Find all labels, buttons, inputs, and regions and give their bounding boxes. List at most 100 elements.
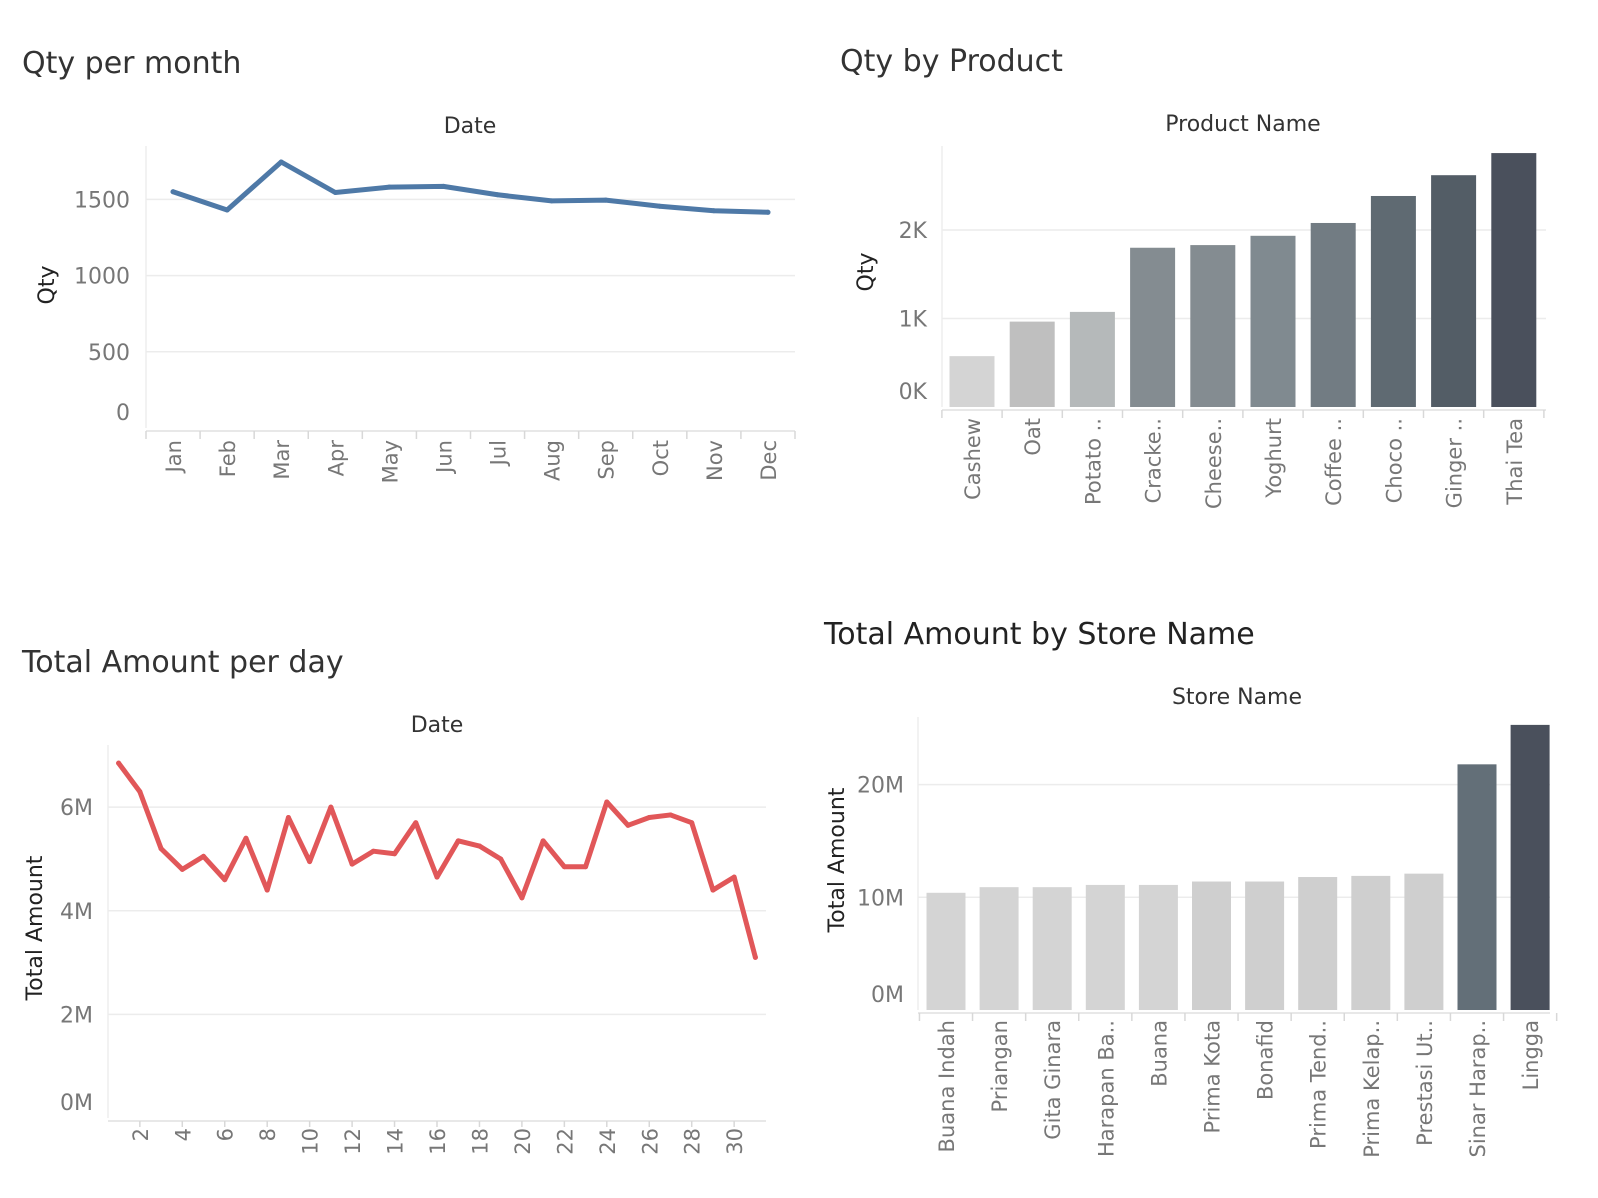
y-axis-title: Total Amount (825, 787, 850, 933)
data-point-26 (667, 812, 673, 818)
x-tick-label: 22 (553, 1128, 577, 1155)
x-tick-label: 24 (596, 1128, 620, 1155)
data-point-4 (201, 853, 207, 859)
y-tick-label: 1000 (74, 265, 130, 290)
bar-5 (1192, 881, 1231, 1010)
x-tick-label: 14 (384, 1128, 408, 1155)
x-tick-label: Oat (1021, 418, 1045, 456)
y-tick-label: 1500 (74, 188, 130, 213)
x-tick-label: Prima Tend.. (1307, 1020, 1331, 1149)
y-tick-label: 0 (116, 401, 130, 426)
x-tick-label: Lingga (1519, 1020, 1543, 1090)
x-tick-label: 4 (171, 1128, 195, 1141)
chart-title-qty-per-month: Qty per month (22, 46, 242, 81)
data-point-29 (731, 874, 737, 880)
data-point-25 (646, 815, 652, 821)
data-point-15 (434, 874, 440, 880)
x-tick-label: 6 (214, 1128, 238, 1141)
x-tick-label: 18 (468, 1128, 492, 1155)
y-tick-label: 500 (88, 341, 130, 366)
x-tick-label: Coffee .. (1322, 418, 1346, 506)
x-tick-label: 16 (426, 1128, 450, 1155)
data-point-11 (349, 861, 355, 867)
data-point-5 (222, 877, 228, 883)
x-tick-label: Harapan Ba.. (1094, 1020, 1118, 1157)
bar-3 (1130, 247, 1176, 407)
bar-8 (1351, 875, 1391, 1010)
bar-4 (1138, 884, 1178, 1010)
x-tick-label: Choco .. (1382, 418, 1406, 503)
bar-1 (979, 887, 1019, 1010)
x-axis-title: Date (444, 114, 497, 139)
data-point-22 (583, 864, 589, 870)
bar-1 (1009, 321, 1055, 407)
bar-9 (1404, 873, 1444, 1010)
x-tick-label: Mar (270, 440, 294, 480)
bar-6 (1245, 881, 1285, 1010)
x-tick-label: Potato .. (1081, 418, 1105, 505)
data-point-8 (603, 197, 609, 203)
y-tick-label: 20M (857, 774, 904, 799)
x-tick-label: Cracke.. (1142, 418, 1166, 503)
x-tick-label: 8 (256, 1128, 280, 1141)
data-point-20 (540, 838, 546, 844)
data-point-17 (476, 843, 482, 849)
chart-title-qty-by-product: Qty by Product (840, 44, 1063, 79)
bar-0 (926, 892, 966, 1010)
x-tick-label: Prestasi Ut.. (1413, 1020, 1437, 1146)
x-axis-title: Product Name (1165, 112, 1320, 137)
bar-2 (1069, 311, 1115, 407)
x-tick-label: Ginger .. (1443, 418, 1467, 508)
series-line (170, 159, 771, 215)
x-tick-label: May (378, 440, 402, 483)
y-tick-label: 2M (60, 1003, 93, 1028)
x-tick-label: Dec (757, 440, 781, 481)
data-point-16 (455, 838, 461, 844)
x-tick-label: Sep (595, 440, 619, 480)
data-point-0 (116, 760, 122, 766)
data-point-0 (170, 189, 176, 195)
x-tick-label: Nov (703, 440, 727, 481)
x-tick-label: 20 (511, 1128, 535, 1155)
chart-total-amount-by-store: Store Name Total Amount 0M 10M 20M Buana Inda… (825, 685, 1558, 1158)
x-tick-label: Yoghurt (1262, 418, 1286, 499)
data-point-23 (604, 799, 610, 805)
data-point-6 (243, 835, 249, 841)
data-point-3 (179, 866, 185, 872)
y-tick-label: 0M (871, 983, 904, 1008)
data-point-12 (370, 848, 376, 854)
x-tick-label: 26 (638, 1128, 662, 1155)
y-axis-title: Qty (854, 253, 879, 292)
data-point-7 (549, 198, 555, 204)
bar-10 (1457, 764, 1497, 1010)
series-line (116, 760, 758, 960)
x-tick-label: Buana (1147, 1020, 1171, 1087)
y-axis-title: Qty (35, 266, 60, 305)
data-point-27 (689, 820, 695, 826)
y-tick-label: 0M (60, 1091, 93, 1116)
data-point-9 (307, 859, 313, 865)
bar-7 (1298, 877, 1338, 1010)
data-point-21 (561, 864, 567, 870)
bar-5 (1250, 235, 1296, 407)
data-point-24 (625, 822, 631, 828)
bar-0 (949, 356, 995, 407)
x-tick-label: Sinar Harap.. (1466, 1020, 1490, 1158)
x-tick-label: Jan (162, 440, 186, 474)
bar-9 (1491, 153, 1537, 407)
data-point-19 (519, 895, 525, 901)
y-axis-title: Total Amount (23, 855, 48, 1001)
bar-8 (1431, 175, 1477, 407)
bar-7 (1370, 195, 1416, 407)
x-tick-label: Feb (216, 440, 240, 477)
data-point-11 (765, 209, 771, 215)
x-tick-label: Prima Kelap.. (1360, 1020, 1384, 1158)
data-point-7 (264, 887, 270, 893)
data-point-4 (386, 184, 392, 190)
x-tick-label: Gita Ginara (1041, 1020, 1065, 1140)
x-tick-label: 12 (341, 1128, 365, 1155)
y-tick-label: 0K (899, 380, 928, 405)
x-tick-label: Thai Tea (1503, 418, 1527, 506)
